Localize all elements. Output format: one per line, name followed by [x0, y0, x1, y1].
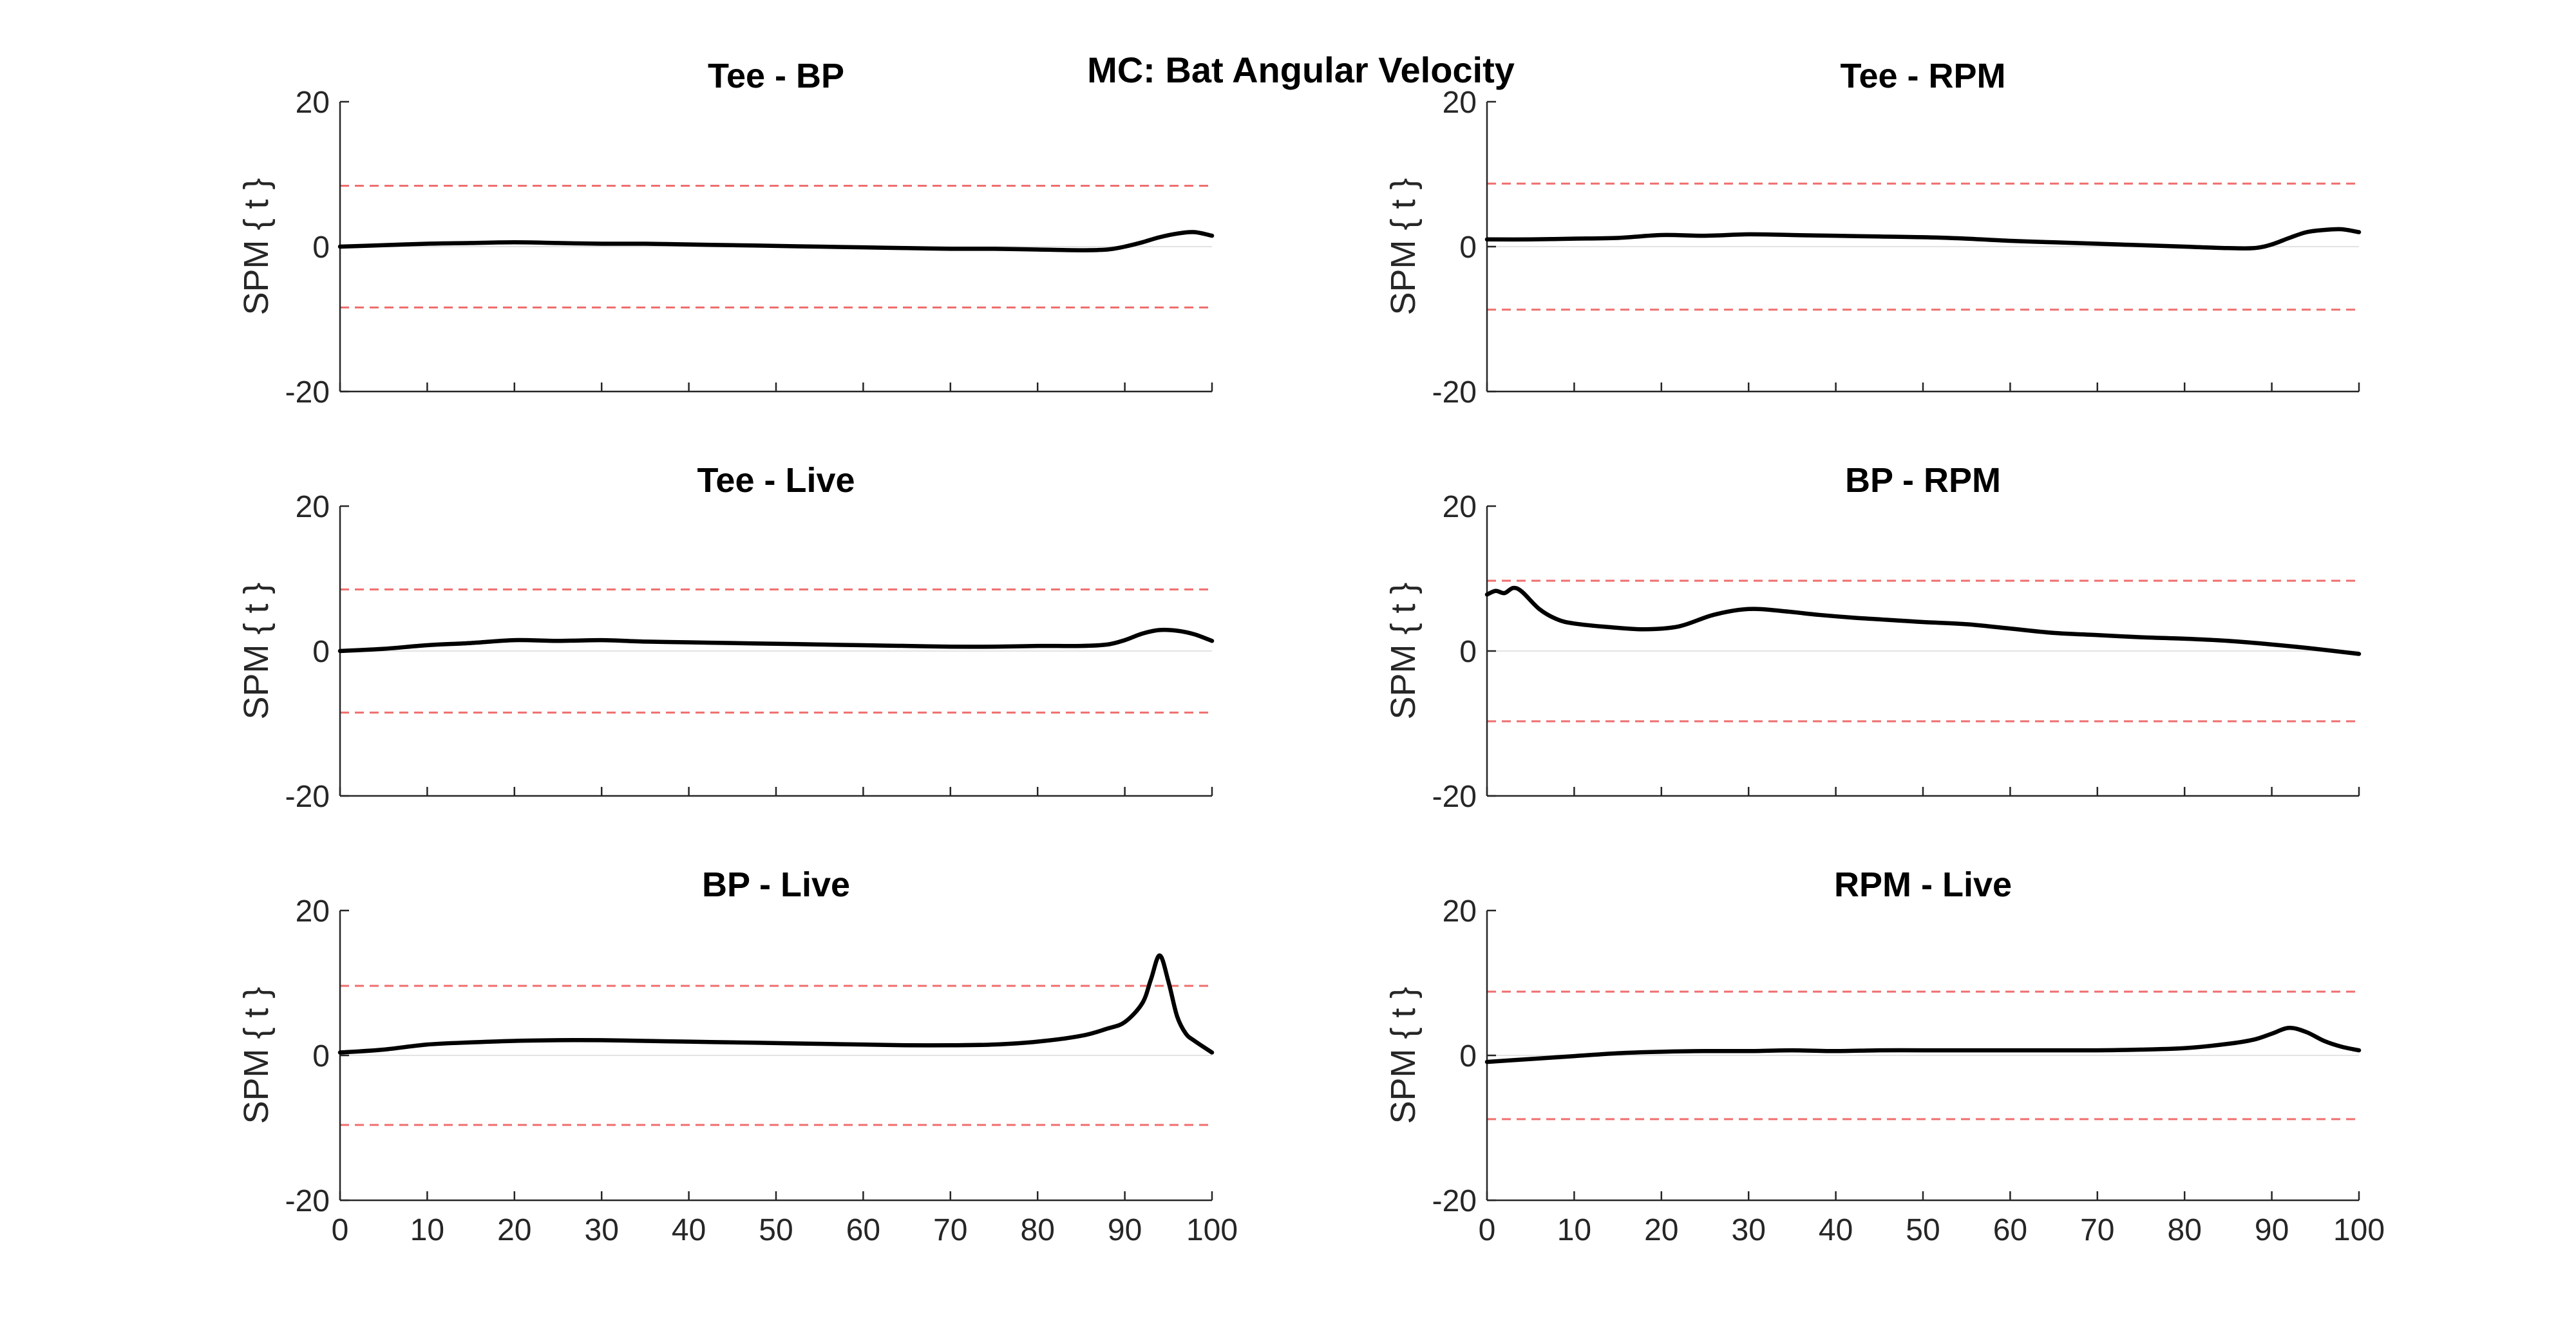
x-tick-label: 70 [933, 1213, 967, 1247]
x-tick-label: 90 [1108, 1213, 1142, 1247]
y-tick-label: -20 [285, 375, 330, 410]
x-tick-label: 80 [2168, 1213, 2202, 1247]
panel-title: RPM - Live [1834, 865, 2012, 904]
y-axis-label: SPM { t } [1384, 582, 1423, 719]
panel-title: Tee - RPM [1840, 57, 2005, 95]
x-tick-label: 20 [497, 1213, 531, 1247]
x-tick-label: 50 [1906, 1213, 1940, 1247]
x-tick-label: 80 [1021, 1213, 1055, 1247]
panel-2: Tee - Live SPM { t } -20 0 20 [237, 461, 1215, 814]
y-tick-label: 0 [312, 231, 330, 265]
y-tick-label: 20 [1443, 86, 1477, 120]
y-tick-label: 0 [312, 635, 330, 669]
x-tick-label: 70 [2080, 1213, 2114, 1247]
y-tick-label: 0 [1459, 231, 1477, 265]
y-axis-label: SPM { t } [1384, 178, 1423, 315]
spm-t-curve [1484, 227, 2362, 251]
spm-t-curve [1484, 1026, 2362, 1064]
x-tick-label: 100 [1186, 1213, 1238, 1247]
x-tick-label: 20 [1644, 1213, 1678, 1247]
y-tick-label: -20 [1432, 375, 1477, 410]
panel-title: BP - Live [702, 865, 850, 904]
y-tick-label: -20 [1432, 1184, 1477, 1218]
y-axis-label: SPM { t } [237, 986, 276, 1124]
x-tick-label: 0 [332, 1213, 349, 1247]
y-tick-label: -20 [1432, 780, 1477, 814]
x-tick-label: 0 [1479, 1213, 1496, 1247]
y-tick-label: 20 [296, 490, 330, 524]
panel-title: Tee - Live [697, 461, 855, 500]
y-axis-label: SPM { t } [237, 582, 276, 719]
x-tick-label: 90 [2255, 1213, 2289, 1247]
panel-title: Tee - BP [708, 57, 844, 95]
x-tick-label: 30 [1732, 1213, 1766, 1247]
panel-3: BP - RPM SPM { t } -20 0 20 [1384, 461, 2362, 814]
y-tick-label: -20 [285, 1184, 330, 1218]
y-axis-label: SPM { t } [1384, 986, 1423, 1124]
x-tick-label: 60 [846, 1213, 880, 1247]
spm-t-curve [337, 953, 1215, 1055]
spm-t-curve [337, 627, 1215, 654]
x-tick-label: 50 [759, 1213, 793, 1247]
y-tick-label: 20 [296, 86, 330, 120]
panel-title: BP - RPM [1845, 461, 2001, 500]
panel-1: Tee - RPM SPM { t } -20 0 20 [1384, 57, 2362, 410]
x-tick-label: 100 [2333, 1213, 2385, 1247]
x-tick-label: 10 [410, 1213, 444, 1247]
x-tick-label: 40 [1819, 1213, 1853, 1247]
x-tick-label: 10 [1557, 1213, 1591, 1247]
y-tick-label: 20 [1443, 894, 1477, 929]
spm-t-curve [337, 230, 1215, 252]
panel-0: Tee - BP SPM { t } -20 0 20 [237, 57, 1215, 410]
y-tick-label: 20 [1443, 490, 1477, 524]
y-tick-label: 0 [1459, 635, 1477, 669]
y-tick-label: 0 [312, 1039, 330, 1073]
y-tick-label: -20 [285, 780, 330, 814]
y-tick-label: 0 [1459, 1039, 1477, 1073]
y-axis-label: SPM { t } [237, 178, 276, 315]
x-tick-label: 30 [585, 1213, 619, 1247]
x-tick-label: 60 [1993, 1213, 2027, 1247]
spm-t-curve [1484, 585, 2362, 656]
y-tick-label: 20 [296, 894, 330, 929]
x-tick-label: 40 [672, 1213, 706, 1247]
figure-title: MC: Bat Angular Velocity [1087, 50, 1515, 90]
